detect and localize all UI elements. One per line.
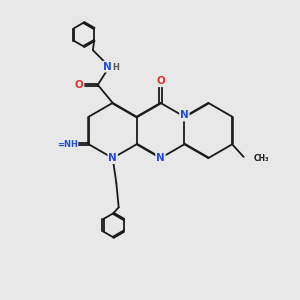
Text: N: N (180, 110, 189, 121)
Text: N: N (108, 153, 117, 163)
Text: H: H (112, 63, 119, 72)
Text: =NH: =NH (57, 140, 78, 149)
Text: CH₃: CH₃ (253, 154, 269, 163)
Text: N: N (103, 61, 112, 72)
Text: O: O (75, 80, 84, 90)
Text: N: N (156, 153, 165, 163)
Text: O: O (156, 76, 165, 86)
